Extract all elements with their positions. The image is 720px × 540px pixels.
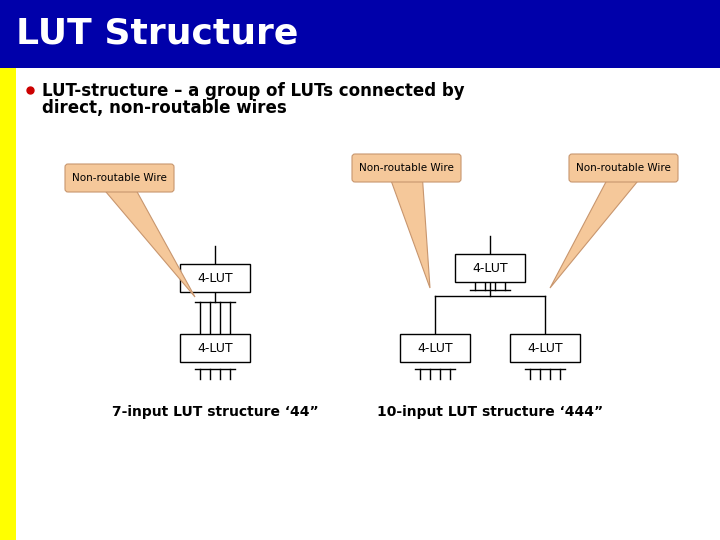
Text: Non-routable Wire: Non-routable Wire <box>72 173 167 183</box>
Text: 4-LUT: 4-LUT <box>527 341 563 354</box>
Text: 4-LUT: 4-LUT <box>197 341 233 354</box>
FancyBboxPatch shape <box>352 154 461 182</box>
Text: 7-input LUT structure ‘44”: 7-input LUT structure ‘44” <box>112 405 318 419</box>
Text: Non-routable Wire: Non-routable Wire <box>576 163 671 173</box>
FancyBboxPatch shape <box>569 154 678 182</box>
Bar <box>0 0 720 68</box>
Bar <box>510 334 580 362</box>
Text: LUT-structure – a group of LUTs connected by: LUT-structure – a group of LUTs connecte… <box>42 82 464 100</box>
Bar <box>400 334 470 362</box>
Text: Non-routable Wire: Non-routable Wire <box>359 163 454 173</box>
Text: 4-LUT: 4-LUT <box>197 272 233 285</box>
Bar <box>0 68 16 540</box>
Bar <box>180 264 250 292</box>
Polygon shape <box>550 179 639 288</box>
Bar <box>455 254 525 282</box>
Text: direct, non-routable wires: direct, non-routable wires <box>42 99 287 117</box>
Text: LUT Structure: LUT Structure <box>16 17 298 51</box>
Text: 10‑input LUT structure ‘444”: 10‑input LUT structure ‘444” <box>377 405 603 419</box>
Polygon shape <box>390 179 430 288</box>
Bar <box>180 334 250 362</box>
Text: 4-LUT: 4-LUT <box>417 341 453 354</box>
Polygon shape <box>104 189 195 297</box>
FancyBboxPatch shape <box>65 164 174 192</box>
Text: 4-LUT: 4-LUT <box>472 261 508 274</box>
